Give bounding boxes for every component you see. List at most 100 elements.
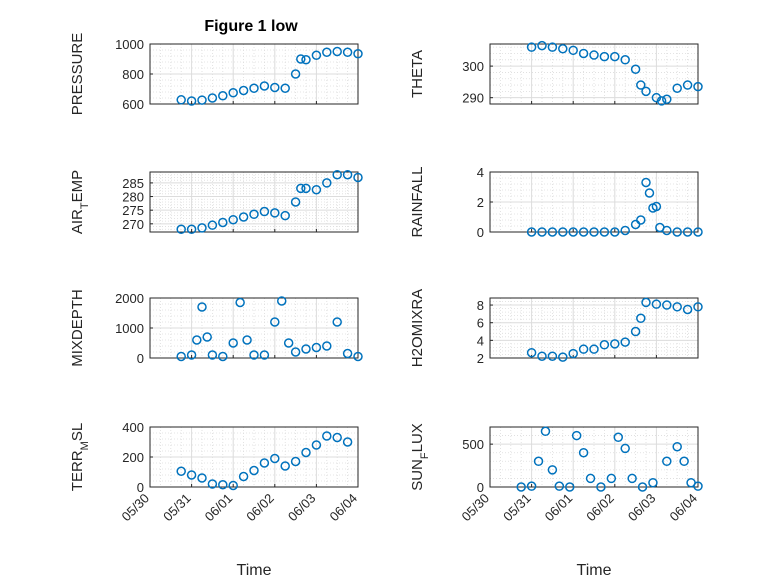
y-tick-label: 2: [477, 351, 484, 366]
x-tick-label: 05/31: [500, 491, 534, 525]
y-tick-label: 8: [477, 298, 484, 313]
data-point: [218, 480, 228, 490]
data-point: [596, 482, 606, 492]
x-tick-label: 06/03: [625, 491, 659, 525]
data-point: [249, 350, 259, 360]
data-point: [186, 224, 197, 235]
data-point: [353, 49, 363, 59]
data-point: [693, 81, 703, 92]
data-point: [202, 332, 212, 342]
subplot-7: 0 200 400 TERRMSL 05/30 05/31 06/01 06/02 06/03 0…: [69, 420, 360, 579]
data-point: [322, 178, 332, 188]
y-tick-label: 270: [122, 217, 144, 232]
y-tick-label: 500: [462, 437, 484, 452]
data-point: [672, 227, 682, 237]
y-axis-label: RAINFALL: [409, 167, 426, 238]
data-point: [636, 313, 646, 324]
data-point: [301, 344, 311, 354]
data-point: [238, 471, 249, 482]
x-tick-label: 05/31: [160, 491, 194, 525]
data-point: [249, 209, 259, 220]
data-point: [656, 96, 667, 106]
data-point: [207, 350, 218, 360]
y-tick-label: 600: [122, 97, 144, 112]
data-point: [682, 227, 693, 237]
data-point: [641, 177, 651, 188]
data-point: [526, 42, 537, 52]
y-axis-label: MIXDEPTH: [69, 289, 86, 367]
data-point: [290, 347, 301, 357]
subplot-1: 600 800 1000 PRESSURE: [69, 33, 363, 115]
x-axis-label: Time: [237, 562, 272, 579]
y-tick-label: 4: [477, 165, 484, 180]
data-point: [249, 465, 259, 476]
data-point: [578, 344, 589, 354]
x-tick-label: 06/02: [243, 491, 277, 525]
data-point: [342, 437, 353, 447]
y-axis-label: H2OMIXRA: [409, 289, 426, 367]
data-point: [568, 45, 578, 56]
data-point: [176, 466, 186, 476]
data-point: [242, 335, 252, 345]
data-point: [606, 473, 617, 484]
data-point: [238, 212, 249, 222]
data-point: [571, 430, 582, 441]
data-point: [599, 51, 610, 62]
data-point: [332, 317, 342, 327]
subplot-2: 290 300 THETA: [409, 40, 703, 106]
subplot-6: 2 4 6 8 H2OMIXRA: [409, 289, 703, 367]
y-tick-label: 6: [477, 316, 484, 331]
data-point: [533, 456, 544, 467]
data-point: [322, 47, 332, 57]
x-tick-label: 05/30: [459, 491, 493, 525]
data-point: [564, 482, 575, 492]
data-point: [283, 338, 294, 348]
data-point: [558, 352, 568, 362]
data-point: [516, 482, 526, 492]
data-point: [280, 461, 290, 471]
data-point: [311, 440, 322, 450]
data-point: [259, 81, 270, 91]
subplot-5: 0 1000 2000 MIXDEPTH: [69, 289, 363, 367]
data-point: [311, 184, 322, 195]
data-point: [526, 227, 537, 237]
data-point: [290, 197, 301, 207]
data-point: [672, 302, 682, 312]
data-point: [207, 93, 218, 103]
data-point: [537, 40, 547, 51]
x-tick-label: 06/02: [583, 491, 617, 525]
data-point: [568, 348, 578, 359]
data-point: [627, 473, 637, 484]
data-point: [218, 351, 228, 362]
x-tick-label: 06/01: [202, 491, 236, 525]
data-point: [682, 80, 693, 90]
data-point: [259, 350, 270, 360]
data-point: [637, 482, 648, 492]
data-point: [589, 50, 599, 60]
data-point: [207, 479, 218, 489]
data-point: [578, 48, 589, 59]
axes-frame: [489, 43, 699, 105]
data-point: [249, 83, 259, 93]
data-point: [630, 326, 641, 337]
y-tick-label: 1000: [115, 37, 144, 52]
data-point: [547, 42, 558, 52]
data-point: [648, 477, 658, 488]
data-point: [568, 227, 578, 237]
data-point: [353, 172, 363, 183]
y-tick-label: 0: [477, 480, 484, 495]
data-point: [547, 227, 558, 237]
data-point: [176, 224, 186, 235]
data-point: [259, 206, 270, 217]
y-axis-label: SUNFLUX: [409, 423, 431, 491]
y-tick-label: 285: [122, 176, 144, 191]
y-tick-label: 1000: [115, 321, 144, 336]
data-point: [259, 458, 270, 468]
x-tick-label: 05/30: [119, 491, 153, 525]
data-point: [342, 47, 353, 57]
data-point: [270, 208, 280, 218]
data-point: [610, 339, 620, 349]
data-point: [311, 50, 322, 60]
axes-frame: [489, 297, 699, 359]
data-point: [693, 227, 703, 237]
